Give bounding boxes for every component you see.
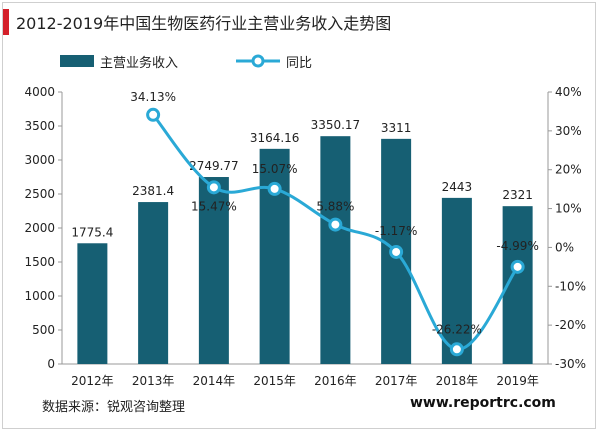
bar-value-label: 3164.16 xyxy=(250,131,300,145)
yoy-value-label: -4.99% xyxy=(496,239,538,253)
chart-title: 2012-2019年中国生物医药行业主营业务收入走势图 xyxy=(16,14,392,33)
bar xyxy=(259,148,290,364)
bar-value-label: 2321 xyxy=(502,188,533,202)
right-tick-label: -20% xyxy=(555,318,586,332)
left-tick-label: 4000 xyxy=(24,85,55,99)
yoy-value-label: 15.47% xyxy=(191,199,237,213)
x-tick-label: 2017年 xyxy=(375,374,418,388)
x-tick-label: 2019年 xyxy=(496,374,539,388)
left-tick-label: 3000 xyxy=(24,153,55,167)
right-tick-label: -10% xyxy=(555,279,586,293)
yoy-point xyxy=(449,342,464,357)
legend-bar-swatch xyxy=(60,55,94,67)
right-tick-label: 10% xyxy=(555,202,582,216)
x-tick-label: 2012年 xyxy=(71,374,114,388)
left-tick-label: 3500 xyxy=(24,119,55,133)
yoy-point xyxy=(146,107,161,122)
bar-value-label: 1775.4 xyxy=(71,225,113,239)
bar-value-label: 2443 xyxy=(442,180,473,194)
bar xyxy=(138,202,169,364)
data-source: 数据来源：锐观咨询整理 xyxy=(42,400,186,415)
x-tick-label: 2016年 xyxy=(314,374,357,388)
yoy-point xyxy=(206,180,221,195)
legend-label-revenue: 主营业务收入 xyxy=(100,56,179,71)
right-tick-label: 40% xyxy=(555,85,582,99)
x-tick-label: 2013年 xyxy=(132,374,175,388)
yoy-point xyxy=(510,259,525,274)
yoy-point xyxy=(389,244,404,259)
bar xyxy=(198,177,229,364)
yoy-value-label: -26.22% xyxy=(432,322,482,336)
bar xyxy=(320,136,351,364)
right-tick-label: -30% xyxy=(555,357,586,371)
x-tick-label: 2014年 xyxy=(193,374,236,388)
legend-label-yoy: 同比 xyxy=(286,56,313,71)
x-tick-label: 2015年 xyxy=(253,374,296,388)
bar xyxy=(77,243,108,364)
left-tick-label: 500 xyxy=(32,323,55,337)
left-tick-label: 1000 xyxy=(24,289,55,303)
yoy-value-label: -1.17% xyxy=(375,224,417,238)
right-tick-label: 30% xyxy=(555,124,582,138)
yoy-point xyxy=(267,181,282,196)
yoy-value-label: 15.07% xyxy=(252,162,298,176)
yoy-value-label: 5.88% xyxy=(316,200,354,214)
yoy-point xyxy=(328,217,343,232)
left-tick-label: 1500 xyxy=(24,255,55,269)
right-tick-label: 20% xyxy=(555,163,582,177)
title-accent-bar xyxy=(3,9,9,35)
bar xyxy=(441,197,472,364)
bar-value-label: 2381.4 xyxy=(132,184,174,198)
bar-value-label: 3350.17 xyxy=(311,118,361,132)
left-tick-label: 2000 xyxy=(24,221,55,235)
x-tick-label: 2018年 xyxy=(436,374,479,388)
left-tick-label: 2500 xyxy=(24,187,55,201)
right-tick-label: 0% xyxy=(555,240,574,254)
yoy-value-label: 34.13% xyxy=(130,90,176,104)
bar-value-label: 2749.77 xyxy=(189,159,239,173)
left-tick-label: 0 xyxy=(47,357,55,371)
legend-line-swatch xyxy=(236,54,280,68)
bar-value-label: 3311 xyxy=(381,121,412,135)
website-url: www.reportrc.com xyxy=(410,395,556,411)
